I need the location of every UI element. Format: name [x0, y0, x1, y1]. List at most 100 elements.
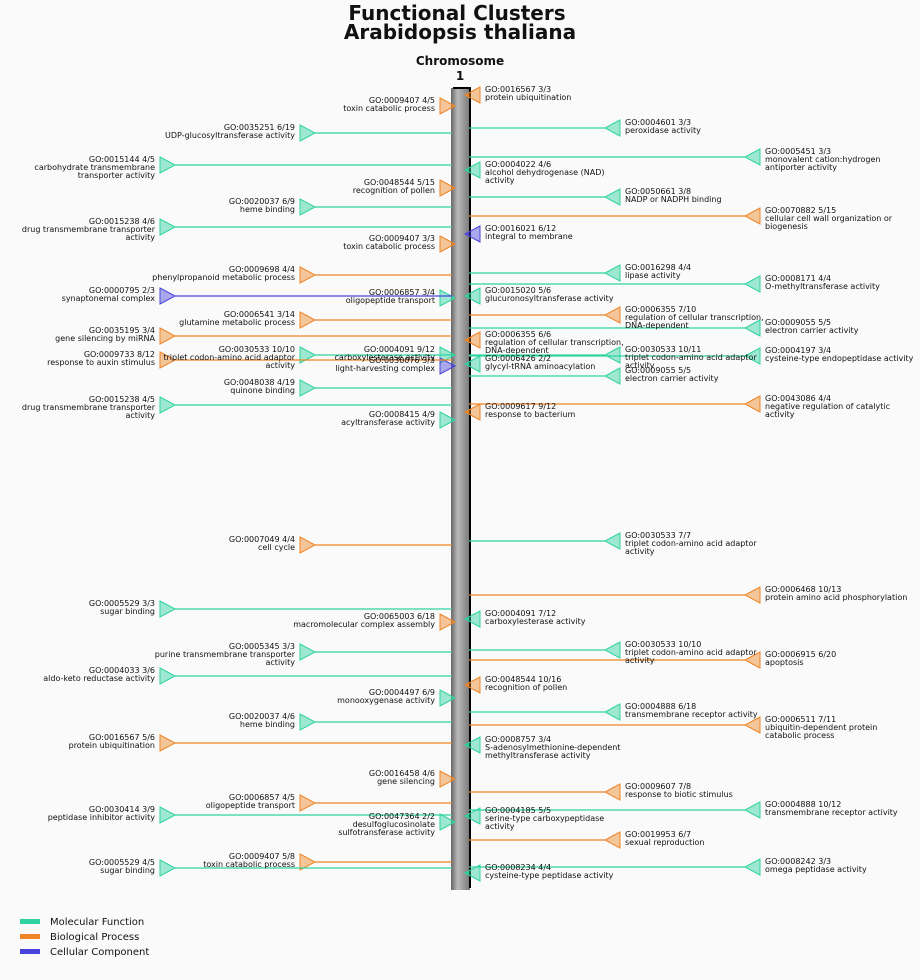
cluster-id: GO:0035251 6/19: [224, 123, 295, 132]
cluster-label: aldo-keto reductase activity: [43, 674, 155, 683]
cluster-marker: [299, 198, 317, 216]
cluster-marker: [463, 676, 481, 694]
cluster-marker: [439, 179, 457, 197]
cluster-label: UDP-glucosyltransferase activity: [165, 131, 295, 140]
cluster-label: regulation of cellular transcription,: [625, 313, 764, 322]
cluster-id: GO:0035195 3/4: [89, 326, 155, 335]
cluster-id: GO:0009055 5/5: [625, 366, 691, 375]
cluster-marker: [743, 801, 761, 819]
cluster-id: GO:0015020 5/6: [485, 286, 551, 295]
cluster-id: GO:0020037 4/6: [229, 712, 295, 721]
cluster-id: GO:0030533 10/11: [625, 345, 701, 354]
cluster-id: GO:0009055 5/5: [765, 318, 831, 327]
cluster-marker: [299, 794, 317, 812]
cluster-marker: [463, 287, 481, 305]
cluster-label: protein amino acid phosphorylation: [765, 593, 907, 602]
cluster-label: oligopeptide transport: [346, 296, 435, 305]
cluster-label: biogenesis: [765, 222, 808, 231]
cluster-marker: [159, 327, 177, 345]
cluster-label: gene silencing by miRNA: [55, 334, 155, 343]
cluster-label: serine-type carboxypeptidase: [485, 814, 604, 823]
cluster-label: antiporter activity: [765, 163, 837, 172]
cluster-marker: [463, 864, 481, 882]
legend-label: Biological Process: [50, 932, 139, 943]
cluster-label: recognition of pollen: [485, 683, 567, 692]
cluster-label: gene silencing: [377, 777, 435, 786]
cluster-marker: [299, 346, 317, 364]
cluster-label: response to auxin stimulus: [47, 358, 155, 367]
cluster-marker: [463, 331, 481, 349]
cluster-id: GO:0016021 6/12: [485, 224, 556, 233]
cluster-marker: [463, 161, 481, 179]
cluster-id: GO:0009407 4/5: [369, 96, 435, 105]
cluster-id: GO:0048544 10/16: [485, 675, 561, 684]
cluster-id: GO:0004022 4/6: [485, 160, 551, 169]
cluster-id: GO:0004091 9/12: [364, 345, 435, 354]
cluster-id: GO:0006511 7/11: [765, 715, 836, 724]
cluster-label: activity: [625, 547, 655, 556]
cluster-label: sugar binding: [100, 866, 155, 875]
cluster-id: GO:0006857 3/4: [369, 288, 435, 297]
cluster-marker: [439, 613, 457, 631]
cluster-marker: [439, 289, 457, 307]
cluster-label: triplet codon-amino acid adaptor: [625, 648, 757, 657]
cluster-marker: [439, 411, 457, 429]
cluster-label: response to bacterium: [485, 410, 575, 419]
cluster-marker: [603, 831, 621, 849]
cluster-label: activity: [266, 658, 296, 667]
cluster-id: GO:0006355 7/10: [625, 305, 696, 314]
cluster-marker: [299, 713, 317, 731]
cluster-marker: [159, 396, 177, 414]
cluster-label: heme binding: [240, 205, 295, 214]
cluster-label: methyltransferase activity: [485, 751, 591, 760]
cluster-marker: [603, 346, 621, 364]
cluster-id: GO:0030533 10/10: [625, 640, 701, 649]
cluster-id: GO:0004497 6/9: [369, 688, 435, 697]
cluster-marker: [743, 319, 761, 337]
cluster-label: DNA-dependent: [485, 346, 549, 355]
cluster-id: GO:0070882 5/15: [765, 206, 836, 215]
cluster-id: GO:0005529 3/3: [89, 599, 155, 608]
cluster-label: omega peptidase activity: [765, 865, 867, 874]
cluster-label: toxin catabolic process: [203, 860, 295, 869]
cluster-marker: [743, 275, 761, 293]
cluster-id: GO:0030533 7/7: [625, 531, 691, 540]
cluster-id: GO:0006355 6/6: [485, 330, 551, 339]
cluster-label: activity: [625, 361, 655, 370]
chromosome: [451, 88, 470, 890]
cluster-label: ubiquitin-dependent protein: [765, 723, 877, 732]
cluster-marker: [743, 395, 761, 413]
cluster-id: GO:0009698 4/4: [229, 265, 295, 274]
cluster-label: desulfoglucosinolate: [353, 820, 435, 829]
cluster-label: macromolecular complex assembly: [293, 620, 435, 629]
cluster-label: lipase activity: [625, 271, 681, 280]
cluster-marker: [439, 235, 457, 253]
cluster-label: activity: [485, 822, 515, 831]
cluster-label: activity: [485, 176, 515, 185]
cluster-id: GO:0015238 4/6: [89, 217, 155, 226]
cluster-marker: [299, 311, 317, 329]
cluster-marker: [463, 610, 481, 628]
cluster-marker: [299, 124, 317, 142]
cluster-marker: [463, 736, 481, 754]
cluster-marker: [439, 357, 457, 375]
cluster-label: response to biotic stimulus: [625, 790, 733, 799]
cluster-label: peptidase inhibitor activity: [48, 813, 156, 822]
cluster-id: GO:0043086 4/4: [765, 394, 831, 403]
legend-swatch: [20, 949, 40, 954]
cluster-id: GO:0030533 10/10: [219, 345, 295, 354]
cluster-id: GO:0015144 4/5: [89, 155, 155, 164]
cluster-id: GO:0008757 3/4: [485, 735, 551, 744]
cluster-label: toxin catabolic process: [343, 104, 435, 113]
cluster-label: negative regulation of catalytic: [765, 402, 890, 411]
cluster-marker: [439, 813, 457, 831]
cluster-label: drug transmembrane transporter: [22, 403, 156, 412]
cluster-id: GO:0009607 7/8: [625, 782, 691, 791]
cluster-marker: [603, 264, 621, 282]
cluster-label: apoptosis: [765, 658, 804, 667]
cluster-id: GO:0004185 5/5: [485, 806, 551, 815]
cluster-marker: [439, 770, 457, 788]
cluster-id: GO:0009733 8/12: [84, 350, 155, 359]
cluster-label: alcohol dehydrogenase (NAD): [485, 168, 605, 177]
cluster-id: GO:0047364 2/2: [369, 812, 435, 821]
